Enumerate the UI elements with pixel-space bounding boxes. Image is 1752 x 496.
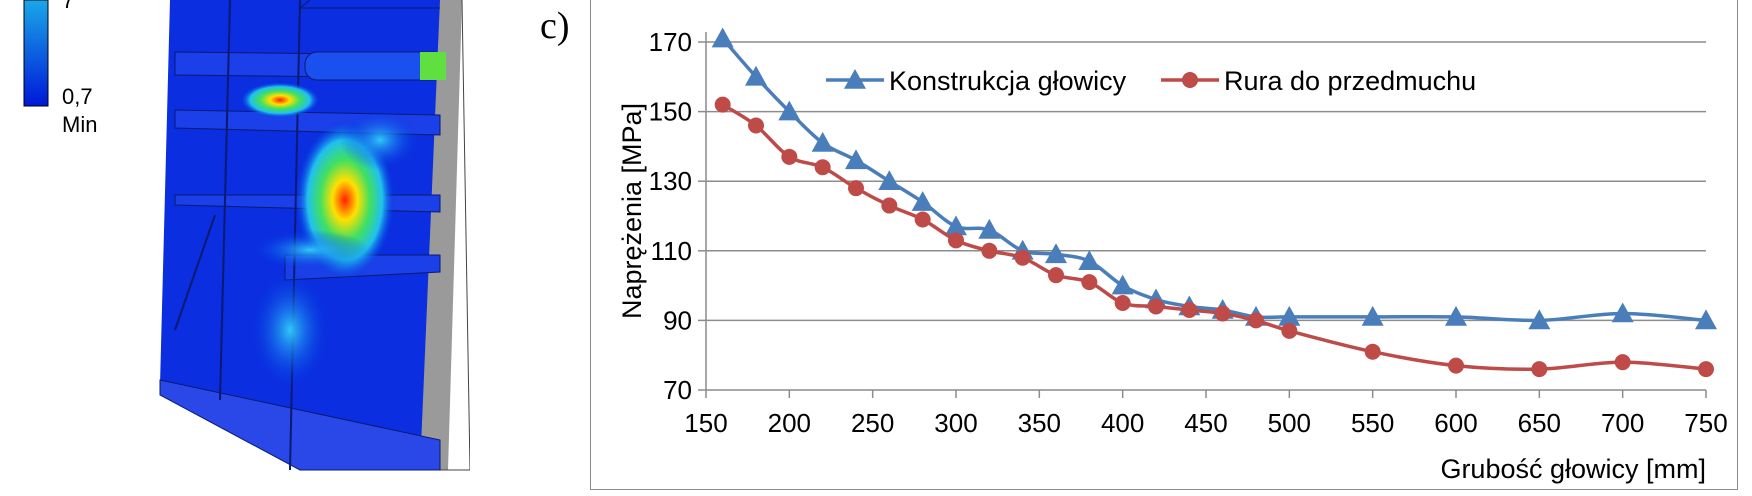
data-point-series-2	[1448, 357, 1464, 374]
x-tick-label: 250	[851, 408, 894, 438]
data-point-series-2	[848, 180, 864, 197]
x-tick-label: 600	[1434, 408, 1477, 438]
data-point-series-1	[811, 131, 834, 152]
data-point-series-2	[914, 211, 931, 228]
data-point-series-1	[1078, 250, 1101, 271]
y-tick-label: 150	[649, 97, 692, 127]
y-axis-title: Naprężenia [MPa]	[617, 103, 647, 319]
data-point-series-1	[1528, 309, 1551, 330]
y-tick-label: 110	[651, 236, 692, 266]
scale-top-fragment: 7	[62, 0, 75, 13]
x-tick-label: 550	[1351, 408, 1394, 438]
y-tick-label: 90	[663, 305, 692, 335]
data-point-series-1	[1611, 302, 1634, 323]
data-point-series-2	[1148, 298, 1164, 315]
x-tick-label: 700	[1601, 408, 1644, 438]
y-tick-label: 70	[663, 375, 692, 405]
data-point-series-2	[981, 242, 998, 259]
grey-wall	[420, 0, 462, 470]
data-point-series-2	[748, 117, 764, 134]
data-point-series-2	[1181, 301, 1198, 318]
scale-min-value: 0,7	[62, 84, 93, 109]
chart-frame: 70 90 110 130 150 170 150 200 250 300 350 400 450 500…	[590, 0, 1738, 490]
legend-label-1: Konstrukcja głowicy	[889, 66, 1127, 96]
color-scale-bar	[23, 0, 49, 107]
data-point-series-1	[778, 100, 801, 121]
data-point-series-1	[845, 149, 867, 170]
x-tick-label: 750	[1684, 408, 1727, 438]
x-tick-label: 400	[1101, 408, 1144, 438]
data-point-series-1	[878, 170, 901, 190]
data-point-series-2	[1698, 361, 1714, 378]
data-point-series-1	[978, 218, 1001, 239]
data-point-series-2	[781, 148, 798, 165]
data-point-series-2	[1248, 312, 1264, 329]
data-point-series-1	[945, 215, 967, 236]
data-point-series-1	[711, 27, 734, 48]
data-point-series-2	[1014, 249, 1031, 266]
y-tick-label: 130	[649, 166, 692, 196]
data-point-series-2	[1531, 361, 1548, 378]
data-point-series-2	[1281, 322, 1298, 339]
fem-stress-render	[23, 0, 470, 471]
x-axis-title: Grubość głowicy [mm]	[1440, 454, 1706, 484]
x-tick-label: 350	[1018, 408, 1061, 438]
x-tick-label: 150	[684, 408, 727, 438]
data-point-series-1	[1445, 305, 1467, 326]
data-point-series-1	[1278, 305, 1301, 326]
data-point-series-2	[714, 96, 731, 113]
data-point-series-2	[881, 197, 898, 214]
x-tick-label: 450	[1184, 408, 1227, 438]
data-point-series-2	[1048, 267, 1064, 284]
y-tick-label: 170	[649, 27, 692, 57]
data-point-series-2	[1364, 343, 1381, 360]
data-point-series-2	[1081, 274, 1098, 291]
legend-marker-1	[844, 69, 866, 89]
line-chart: 70 90 110 130 150 170 150 200 250 300 350 400 450 500…	[617, 27, 1728, 484]
data-point-series-1	[911, 191, 934, 211]
data-point-series-2	[948, 232, 964, 249]
data-point-series-1	[1361, 305, 1384, 326]
data-point-series-1	[745, 65, 767, 86]
data-point-series-1	[1111, 274, 1134, 295]
data-point-series-2	[1614, 354, 1631, 371]
data-point-series-2	[814, 159, 831, 176]
x-tick-label: 500	[1268, 408, 1311, 438]
legend-marker-2	[1182, 72, 1198, 88]
data-point-series-1	[1695, 309, 1717, 330]
data-point-series-1	[1045, 243, 1067, 264]
data-point-series-2	[1214, 305, 1231, 322]
x-tick-label: 200	[768, 408, 811, 438]
series-line-2	[721, 103, 1707, 372]
panel-letter: c)	[540, 5, 570, 47]
scale-min-label: Min	[62, 112, 98, 137]
x-tick-label: 650	[1518, 408, 1561, 438]
x-tick-label: 300	[934, 408, 977, 438]
data-point-series-2	[1114, 295, 1131, 311]
legend-label-2: Rura do przedmuchu	[1224, 66, 1476, 96]
